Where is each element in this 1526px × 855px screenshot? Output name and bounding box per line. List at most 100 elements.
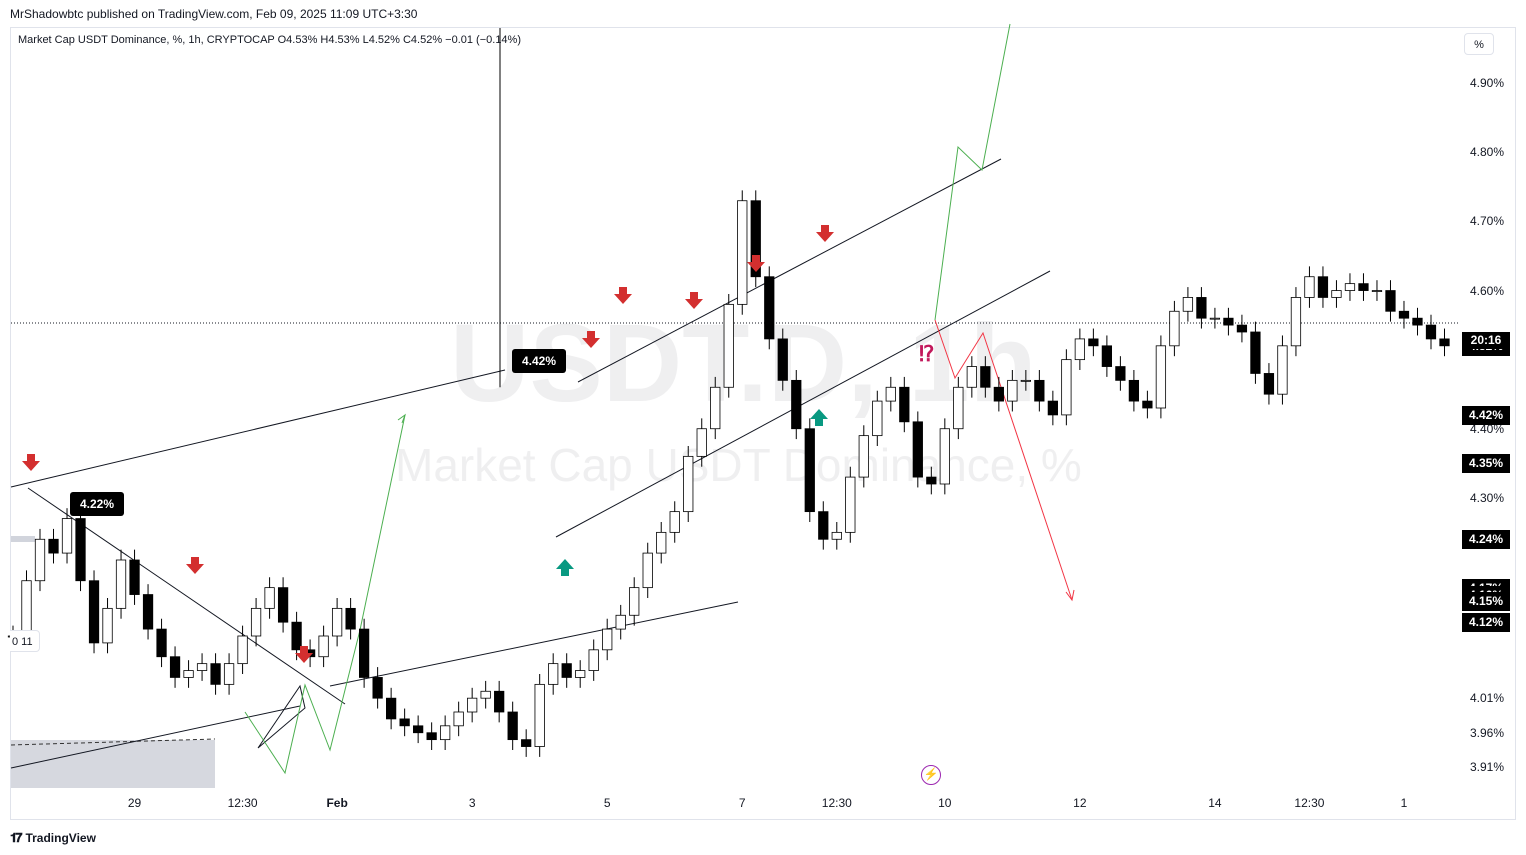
candle-body <box>696 428 707 457</box>
candle-body <box>467 697 478 713</box>
candle-body <box>1061 359 1072 416</box>
candle-body <box>804 428 815 513</box>
candle-body <box>426 732 437 741</box>
candle-body <box>1250 331 1261 374</box>
candle-body <box>602 628 613 651</box>
candle-body <box>1412 317 1423 326</box>
candle-body <box>196 663 208 671</box>
range-box-top-line <box>10 738 216 746</box>
y-tick-label: 4.80% <box>1470 145 1505 160</box>
trendline-lower-mid <box>329 601 739 687</box>
sell-arrow-icon <box>685 292 703 309</box>
candle-body <box>494 690 505 713</box>
x-tick-label: 7 <box>738 796 746 810</box>
candle-body <box>507 711 518 741</box>
candle-body <box>1182 297 1194 312</box>
candle-body <box>1236 324 1248 333</box>
candle-body <box>318 635 329 658</box>
candle-body <box>669 511 680 533</box>
candle-body <box>1398 310 1410 319</box>
tradingview-logo-icon: 𝟏𝟕 <box>10 830 23 845</box>
bar-countdown: 20:16 <box>1462 332 1510 349</box>
buy-arrow-icon <box>810 409 828 426</box>
candle-body <box>1263 373 1275 395</box>
candle-body <box>372 677 383 699</box>
scale-unit-button[interactable]: % <box>1464 33 1494 55</box>
candle-body <box>453 711 464 727</box>
candle-body <box>629 587 640 616</box>
candle-body <box>831 531 842 540</box>
sell-arrow-icon <box>186 557 204 574</box>
candle-body <box>642 552 653 589</box>
x-tick-label: 12:30 <box>821 796 852 810</box>
x-tick-label: 10 <box>938 796 952 810</box>
bear-path-projected <box>934 319 1073 601</box>
candle-body <box>926 476 937 485</box>
price-label: 4.42% <box>1462 405 1510 425</box>
x-tick-label: 3 <box>468 796 476 810</box>
chart-frame[interactable] <box>10 27 1516 820</box>
candle-body <box>102 607 113 644</box>
lightning-icon[interactable]: ⚡ <box>921 765 941 785</box>
x-tick-label: 5 <box>603 796 611 810</box>
x-tick-label: Feb <box>326 796 348 810</box>
candle-body <box>939 428 950 485</box>
candle-body <box>1439 338 1450 347</box>
candle-body <box>75 518 86 582</box>
candle-body <box>480 690 491 699</box>
candle-body <box>885 386 896 402</box>
x-tick-label: 12:30 <box>1294 796 1325 810</box>
y-tick-label: 3.91% <box>1470 760 1505 775</box>
sell-arrow-icon <box>816 225 834 242</box>
candle-body <box>1209 317 1221 320</box>
candle-body <box>1290 297 1302 347</box>
y-tick-label: 4.01% <box>1470 691 1505 706</box>
candle-body <box>386 697 397 720</box>
signal-arrows <box>22 225 834 663</box>
candle-body <box>250 607 262 637</box>
bull-path-past <box>244 414 406 775</box>
candle-body <box>88 580 100 644</box>
candle-body <box>34 538 46 582</box>
bull-path-projected <box>934 23 1011 321</box>
candle-body <box>142 594 154 630</box>
sell-arrow-icon <box>582 331 600 348</box>
candle-body <box>1371 290 1383 292</box>
y-tick-label: 3.96% <box>1470 725 1505 740</box>
candle-body <box>791 379 802 430</box>
y-tick-label: 4.40% <box>1470 421 1505 436</box>
candle-body <box>615 614 626 630</box>
candle-body <box>61 518 73 554</box>
candle-body <box>575 670 586 678</box>
candle-body <box>764 276 775 340</box>
candle-body <box>1088 338 1099 347</box>
candle-body <box>966 366 977 388</box>
y-tick-label: 4.60% <box>1470 283 1505 298</box>
candle-body <box>818 511 829 540</box>
candle-body <box>1020 379 1031 382</box>
candle-body <box>183 670 194 678</box>
candle-body <box>1317 276 1329 298</box>
candle-body <box>1304 276 1315 298</box>
x-tick-label: 29 <box>127 796 142 810</box>
x-tick-label: 12 <box>1073 796 1087 810</box>
candle-body <box>48 538 59 554</box>
trendline-lower-left <box>10 705 301 769</box>
sell-arrow-icon <box>614 287 632 304</box>
candle-body <box>331 607 343 637</box>
candle-body <box>777 338 788 381</box>
candle-body <box>710 386 721 430</box>
candle-body <box>413 725 424 734</box>
candle-body <box>1007 379 1018 402</box>
candle-body <box>953 386 964 430</box>
price-label: 4.24% <box>1462 530 1510 550</box>
candles <box>7 28 1450 757</box>
candle-body <box>399 718 410 727</box>
candle-body <box>980 366 991 388</box>
tradingview-brand[interactable]: 𝟏𝟕 TradingView <box>10 830 96 846</box>
price-label: 4.35% <box>1462 454 1510 474</box>
warning-icon: ⁉ <box>919 343 935 366</box>
candle-body <box>1128 379 1140 402</box>
candle-body <box>1101 345 1113 367</box>
